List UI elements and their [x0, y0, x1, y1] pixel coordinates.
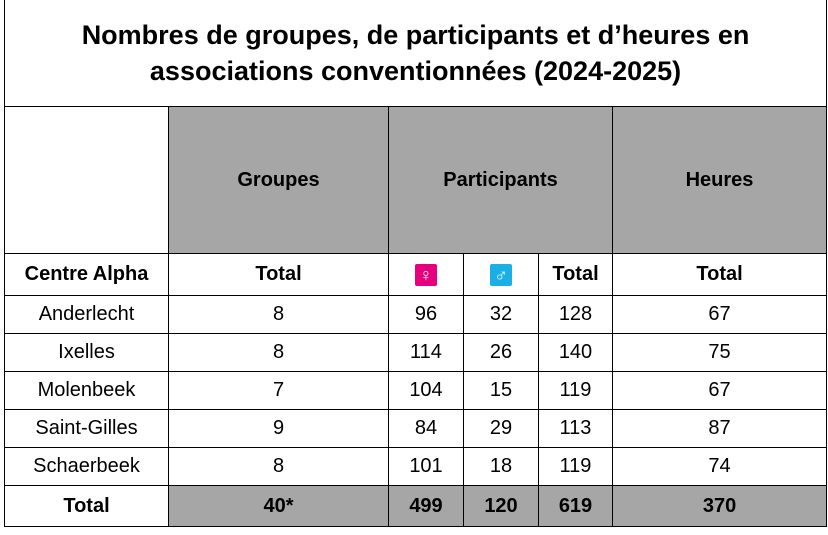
male-icon: ♂ — [490, 263, 512, 286]
data-row: Molenbeek 7 104 15 119 67 — [4, 371, 828, 410]
cell: 67 — [611, 371, 828, 410]
header-cell: Participants — [388, 106, 613, 254]
subheader-row: Centre Alpha Total ♀ ♂ Total Total — [4, 253, 828, 296]
header-empty — [4, 106, 169, 254]
data-row: Anderlecht 8 96 32 128 67 — [4, 295, 828, 334]
cell: 26 — [463, 333, 539, 372]
cell: 128 — [538, 295, 613, 334]
data-table: Nombres de groupes, de participants et d… — [3, 0, 828, 527]
cell: 7 — [168, 371, 389, 410]
cell: 67 — [611, 295, 828, 334]
cell: 120 — [463, 485, 539, 527]
cell: 9 — [168, 409, 389, 448]
cell: Ixelles — [4, 333, 169, 372]
cell: 29 — [463, 409, 539, 448]
cell: 104 — [388, 371, 464, 410]
table-title: Nombres de groupes, de participants et d… — [3, 0, 828, 107]
cell: 15 — [463, 371, 539, 410]
cell: 84 — [388, 409, 464, 448]
header-cell: Groupes — [168, 106, 389, 254]
cell: 96 — [388, 295, 464, 334]
data-row: Ixelles 8 114 26 140 75 — [4, 333, 828, 372]
cell: 140 — [538, 333, 613, 372]
subheader-cell: ♂ — [463, 253, 539, 296]
subheader-cell: Total — [168, 253, 389, 296]
header-row: Groupes Participants Heures — [4, 106, 828, 254]
data-row: Total 40* 499 120 619 370 — [4, 485, 828, 527]
subheader-cell: Total — [538, 253, 613, 296]
subheader-cell: ♀ — [388, 253, 464, 296]
cell: Anderlecht — [4, 295, 169, 334]
cell: 18 — [463, 447, 539, 486]
cell: 114 — [388, 333, 464, 372]
title-row: Nombres de groupes, de participants et d… — [3, 0, 828, 107]
cell: 8 — [168, 295, 389, 334]
cell: 119 — [538, 371, 613, 410]
cell: 40* — [168, 485, 389, 527]
data-row: Schaerbeek 8 101 18 119 74 — [4, 447, 828, 486]
cell: 101 — [388, 447, 464, 486]
cell: 32 — [463, 295, 539, 334]
cell: 113 — [538, 409, 613, 448]
cell: 87 — [611, 409, 828, 448]
female-icon: ♀ — [415, 263, 437, 286]
cell: 8 — [168, 447, 389, 486]
cell: 74 — [611, 447, 828, 486]
cell: 499 — [388, 485, 464, 527]
header-cell: Heures — [611, 106, 828, 254]
cell: 370 — [611, 485, 828, 527]
cell: Schaerbeek — [4, 447, 169, 486]
cell: Saint-Gilles — [4, 409, 169, 448]
cell: 8 — [168, 333, 389, 372]
cell: Total — [4, 485, 169, 527]
data-row: Saint-Gilles 9 84 29 113 87 — [4, 409, 828, 448]
cell: 119 — [538, 447, 613, 486]
subheader-cell: Centre Alpha — [4, 253, 169, 296]
table-body: Nombres de groupes, de participants et d… — [3, 0, 828, 527]
cell: 75 — [611, 333, 828, 372]
subheader-cell: Total — [611, 253, 828, 296]
cell: Molenbeek — [4, 371, 169, 410]
cell: 619 — [538, 485, 613, 527]
